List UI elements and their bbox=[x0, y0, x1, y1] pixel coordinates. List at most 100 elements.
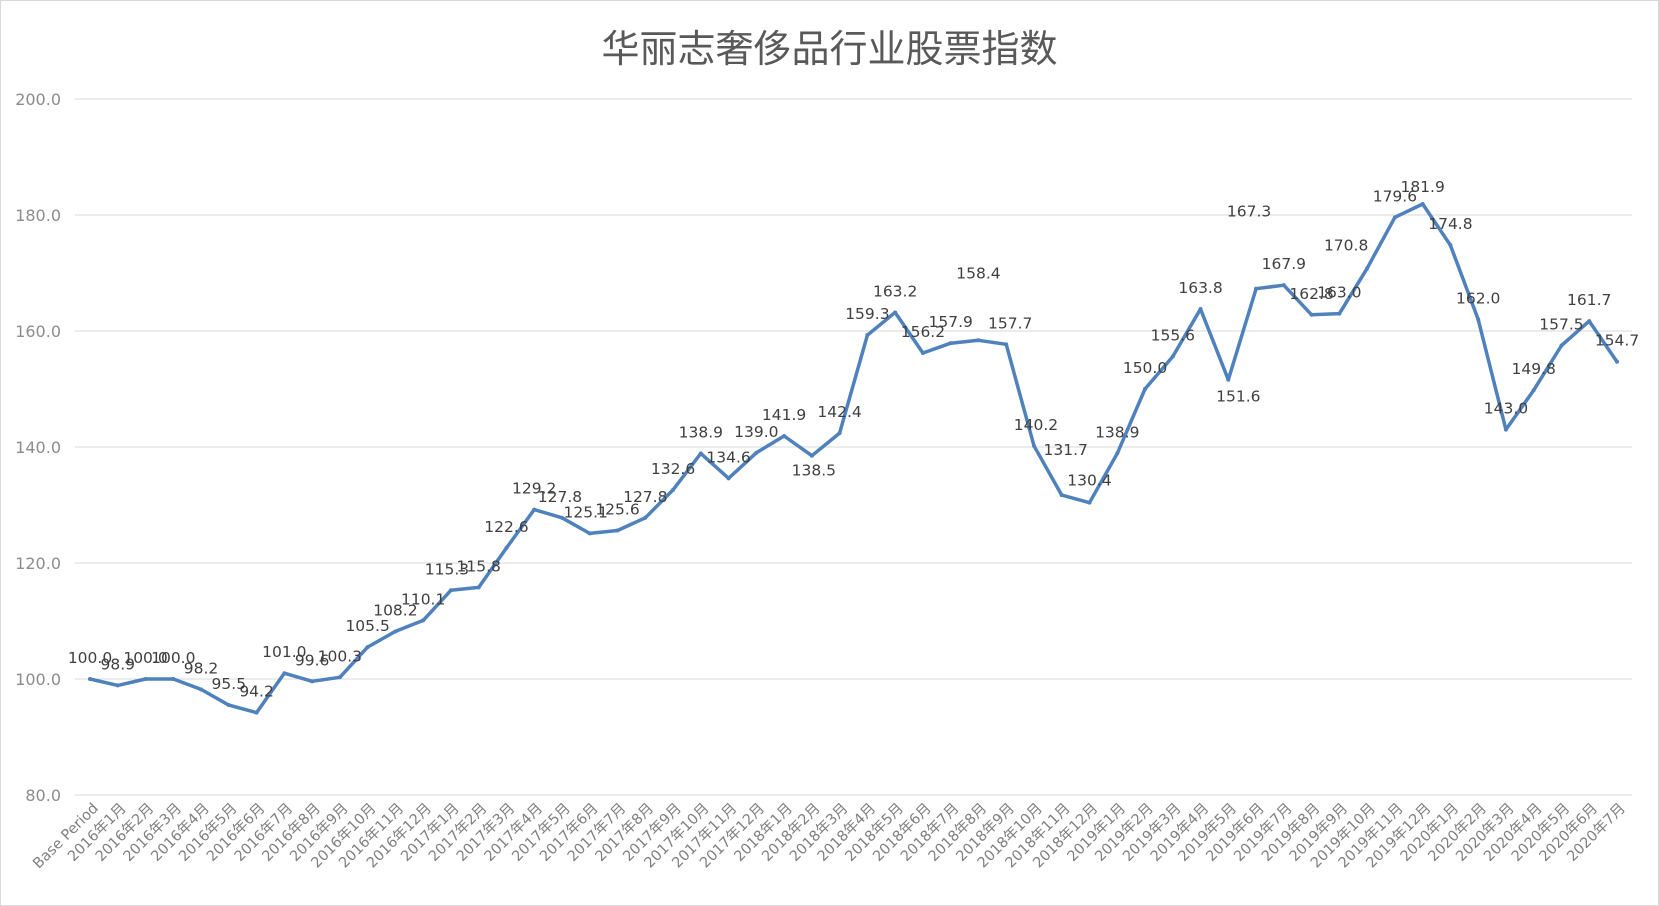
data-point bbox=[1115, 451, 1120, 456]
data-point bbox=[448, 588, 453, 593]
data-label: 125.1 bbox=[564, 503, 608, 521]
data-point bbox=[1004, 342, 1009, 347]
data-label: 94.2 bbox=[239, 683, 274, 701]
data-point bbox=[1337, 311, 1342, 316]
data-point bbox=[671, 487, 676, 492]
data-label: 127.8 bbox=[538, 488, 582, 506]
data-point bbox=[1615, 359, 1619, 364]
y-tick-label: 140.0 bbox=[15, 438, 61, 457]
data-point bbox=[1587, 319, 1592, 324]
data-point bbox=[310, 679, 315, 684]
data-point bbox=[88, 677, 92, 681]
data-label: 108.2 bbox=[373, 601, 417, 619]
data-label: 98.9 bbox=[101, 655, 136, 673]
data-label: 139.0 bbox=[734, 423, 778, 441]
data-point bbox=[1559, 343, 1564, 348]
data-label: 115.8 bbox=[457, 557, 501, 575]
data-label: 157.9 bbox=[928, 313, 972, 331]
data-label: 125.6 bbox=[595, 501, 639, 519]
data-point bbox=[171, 677, 176, 681]
data-point bbox=[1254, 286, 1259, 291]
data-label: 155.6 bbox=[1151, 327, 1195, 345]
data-label: 174.8 bbox=[1428, 215, 1472, 233]
data-point bbox=[809, 453, 814, 458]
data-label: 161.7 bbox=[1567, 291, 1611, 309]
data-label: 130.4 bbox=[1067, 472, 1111, 490]
data-label: 162.8 bbox=[1289, 285, 1333, 303]
data-point bbox=[1281, 283, 1286, 288]
y-tick-label: 100.0 bbox=[15, 670, 61, 689]
data-label: 131.7 bbox=[1044, 441, 1088, 459]
data-label: 132.6 bbox=[651, 460, 695, 478]
data-label: 100.3 bbox=[318, 647, 362, 665]
data-point bbox=[226, 703, 231, 708]
data-point bbox=[782, 433, 787, 438]
data-point bbox=[1198, 306, 1203, 311]
data-point bbox=[1448, 243, 1453, 248]
data-point bbox=[976, 338, 981, 343]
data-label: 167.3 bbox=[1227, 203, 1271, 221]
data-label: 100.0 bbox=[151, 649, 195, 667]
data-point bbox=[476, 585, 481, 590]
data-point bbox=[948, 341, 953, 346]
data-label: 100.0 bbox=[123, 649, 167, 667]
data-point bbox=[254, 710, 259, 715]
data-label: 143.0 bbox=[1484, 400, 1528, 418]
data-label: 167.9 bbox=[1262, 255, 1306, 273]
data-label: 162.0 bbox=[1456, 289, 1500, 307]
data-label: 98.2 bbox=[184, 659, 219, 677]
data-point bbox=[865, 333, 870, 338]
data-point bbox=[1087, 500, 1092, 505]
data-label: 154.7 bbox=[1595, 332, 1639, 350]
data-point bbox=[1392, 215, 1397, 220]
data-label: 100.0 bbox=[68, 649, 112, 667]
data-point bbox=[1476, 317, 1481, 322]
data-label: 95.5 bbox=[212, 675, 247, 693]
data-label: 99.6 bbox=[295, 651, 330, 669]
data-point bbox=[1531, 388, 1536, 393]
y-tick-label: 160.0 bbox=[15, 322, 61, 341]
data-label: 151.6 bbox=[1216, 388, 1260, 406]
data-point bbox=[587, 531, 592, 536]
data-point bbox=[754, 450, 759, 455]
data-point bbox=[698, 451, 703, 456]
data-point bbox=[1170, 354, 1175, 359]
data-label: 134.6 bbox=[706, 448, 750, 466]
data-point bbox=[199, 687, 204, 692]
data-point bbox=[837, 431, 842, 436]
data-label: 129.2 bbox=[512, 480, 556, 498]
data-label: 179.6 bbox=[1373, 187, 1417, 205]
data-label: 141.9 bbox=[762, 406, 806, 424]
data-label: 156.2 bbox=[901, 323, 945, 341]
y-tick-label: 120.0 bbox=[15, 554, 61, 573]
data-point bbox=[920, 351, 925, 356]
data-label: 140.2 bbox=[1014, 416, 1058, 434]
data-label: 159.3 bbox=[845, 305, 889, 323]
data-point bbox=[393, 629, 398, 634]
data-point bbox=[365, 645, 370, 650]
data-label: 157.7 bbox=[988, 314, 1032, 332]
chart-title: 华丽志奢侈品行业股票指数 bbox=[601, 27, 1058, 71]
data-point bbox=[421, 618, 426, 623]
data-point bbox=[532, 507, 537, 512]
data-point bbox=[1143, 387, 1148, 391]
data-label: 163.2 bbox=[873, 282, 917, 300]
data-point bbox=[1059, 493, 1064, 498]
data-point bbox=[893, 310, 898, 315]
data-label: 163.8 bbox=[1178, 279, 1222, 297]
data-label: 163.0 bbox=[1317, 284, 1361, 302]
data-point bbox=[143, 677, 148, 681]
data-point bbox=[643, 515, 648, 520]
data-label: 101.0 bbox=[262, 643, 306, 661]
data-label: 127.8 bbox=[623, 488, 667, 506]
data-label: 138.9 bbox=[1095, 423, 1139, 441]
data-point bbox=[1365, 266, 1370, 271]
data-label: 138.5 bbox=[792, 462, 836, 480]
data-label: 105.5 bbox=[345, 617, 389, 635]
data-point bbox=[1420, 201, 1425, 206]
data-point bbox=[1031, 443, 1036, 448]
data-label: 110.1 bbox=[401, 590, 445, 608]
data-label: 170.8 bbox=[1324, 236, 1368, 254]
y-tick-label: 200.0 bbox=[15, 90, 61, 109]
data-label: 150.0 bbox=[1123, 359, 1167, 377]
